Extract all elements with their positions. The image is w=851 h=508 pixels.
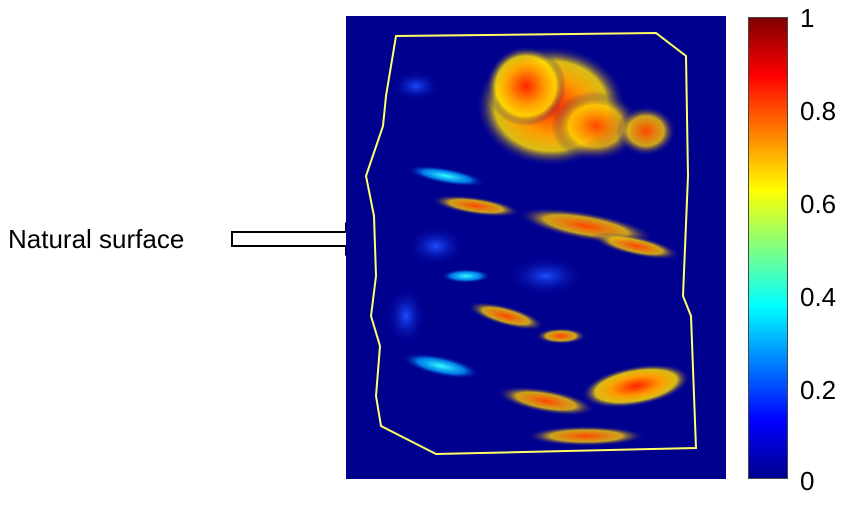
heatmap-svg <box>364 31 698 456</box>
sample-boundary <box>364 31 698 456</box>
heatmap-image <box>346 16 726 479</box>
colorbar-tick-label: 0 <box>800 466 815 496</box>
colorbar-tick-label: 0.8 <box>800 96 837 126</box>
colorbar-tick-label: 1 <box>800 3 815 33</box>
colorbar-tick-label: 0.4 <box>800 282 837 312</box>
colorbar <box>748 17 788 479</box>
colorbar-tick-label: 0.2 <box>800 375 837 405</box>
colorbar-tick-label: 0.6 <box>800 189 837 219</box>
natural-surface-label: Natural surface <box>8 224 185 254</box>
